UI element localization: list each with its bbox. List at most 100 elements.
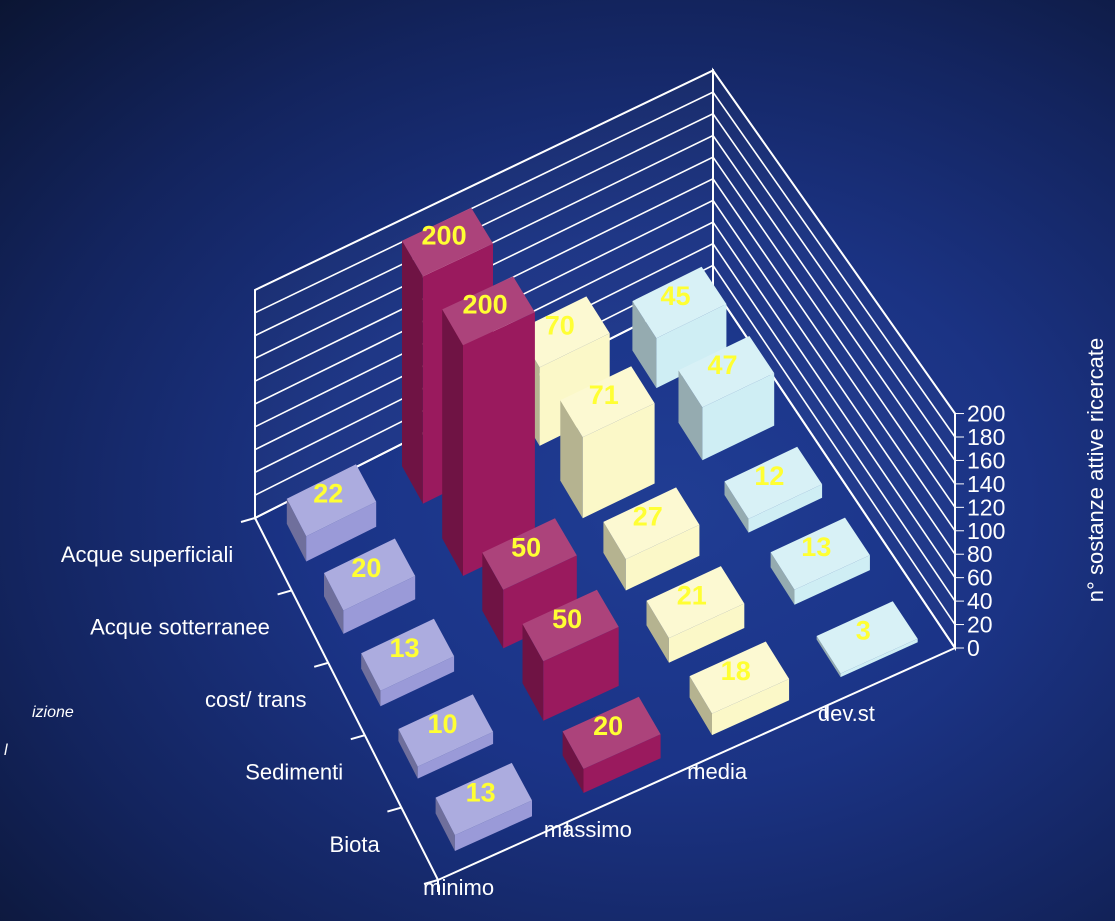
bar-side-massimo [522,624,544,721]
bar-minimo-row4 [417,731,494,779]
data-label: 13 [801,532,831,562]
bar-top-dev.st [724,446,823,519]
z-tick-label: 180 [967,424,1005,450]
bar-side-media [689,676,712,736]
data-label: 20 [351,553,381,583]
bar-side-dev.st [678,370,703,461]
gridline [254,69,956,414]
bar-side-media [560,400,583,519]
series-label: Biota [330,832,381,857]
data-label: 27 [633,502,663,532]
bar-top-minimo [361,618,455,691]
bar-side-minimo [324,573,344,634]
data-label: 45 [661,281,691,311]
x-tick-label: massimo [544,817,632,842]
bar-side-minimo [435,797,455,851]
bar-media-row5 [712,678,790,736]
bar-top-minimo [324,538,416,611]
cropped-text-fragment: l [4,742,8,759]
bar-massimo-row2 [463,312,535,576]
bar-dev.st-row5 [840,638,918,678]
bar-minimo-row2 [343,576,416,634]
z-tick-label: 80 [967,541,993,567]
bar-side-minimo [398,729,418,779]
bar-top-massimo [562,696,661,769]
data-label: 71 [589,380,619,410]
bar-top-media [646,566,745,639]
bar-media-row3 [625,524,700,591]
bar-dev.st-row3 [748,484,823,533]
series-axis-tick [313,661,329,668]
y-axis-label: n° sostanze attive ricercate [1083,338,1108,602]
z-tick-label: 120 [967,494,1005,520]
bar-massimo-row5 [583,734,661,793]
data-label: 18 [721,656,751,686]
bar-side-massimo [562,731,584,793]
bar-top-media [603,487,700,560]
bar-side-media [603,521,626,591]
z-tick-label: 0 [967,635,980,661]
data-label: 70 [545,310,575,340]
data-label: 47 [707,350,737,380]
bar-dev.st-row4 [794,555,870,605]
bar-side-massimo [402,240,423,504]
bar-side-dev.st [632,301,657,389]
series-axis-tick [387,806,402,813]
data-label: 10 [428,709,458,739]
bar-top-massimo [402,207,493,277]
bar-top-massimo [482,518,577,590]
data-label: 12 [754,461,784,491]
bar-top-dev.st [816,601,918,674]
x-tick-label: media [687,759,748,784]
bar-top-dev.st [632,266,727,339]
bar-massimo-row3 [503,555,577,649]
data-label: 21 [677,580,707,610]
series-axis-tick [350,734,366,741]
bar-top-massimo [442,276,535,346]
bar-minimo-row1 [306,501,377,562]
bar-minimo-row3 [380,656,455,707]
data-label: 13 [466,777,496,807]
bar-dev.st-row1 [656,304,727,389]
bar-top-minimo [286,464,377,537]
bar-top-minimo [398,694,494,767]
x-tick-label: minimo [423,875,494,900]
bar-side-dev.st [724,481,749,533]
data-label: 13 [389,633,419,663]
z-tick-label: 60 [967,565,993,591]
bar-media-row2 [582,403,655,519]
z-tick-label: 100 [967,518,1005,544]
bar-side-minimo [286,498,307,562]
series-label: Acque sotterranee [90,615,270,640]
data-label: 50 [552,604,582,634]
bar-top-media [560,366,655,438]
bar-top-minimo [435,762,532,836]
bar-side-dev.st [770,552,795,605]
bar-top-massimo [522,589,619,662]
bar-massimo-row4 [543,626,619,721]
z-tick-label: 40 [967,588,993,614]
series-axis-tick [240,517,256,523]
cropped-text-fragment: izione [32,704,74,721]
z-tick-label: 20 [967,612,993,638]
bar-top-media [689,641,790,714]
bar-dev.st-row2 [702,373,775,461]
series-axis-tick [423,879,439,885]
bar-top-dev.st [770,517,870,590]
series-label: cost/ trans [205,687,306,712]
bar-side-massimo [482,552,504,649]
bar-minimo-row5 [454,800,532,851]
bar-media-row4 [668,603,745,663]
series-label: Acque superficiali [61,542,233,567]
x-tick-label: dev.st [818,701,875,726]
bar-side-media [646,600,669,663]
data-label: 3 [856,616,871,646]
z-tick-label: 160 [967,447,1005,473]
series-label: Sedimenti [245,759,343,784]
bar-side-massimo [442,309,463,576]
bar-top-dev.st [678,336,775,408]
data-label: 200 [422,221,467,251]
bar-side-minimo [361,653,381,707]
